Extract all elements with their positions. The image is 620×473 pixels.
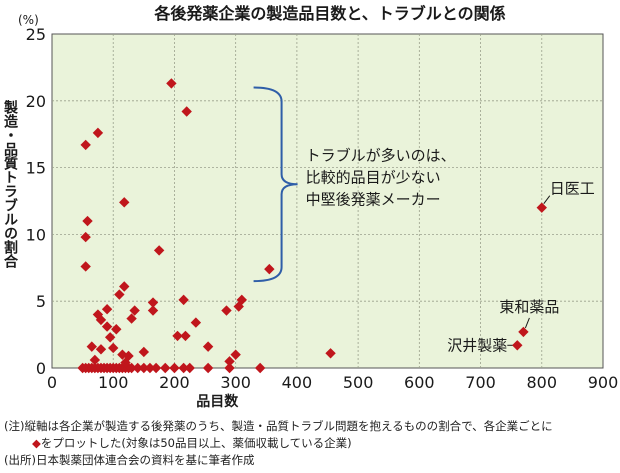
data-point <box>86 341 97 352</box>
plot-area <box>51 33 604 369</box>
data-point <box>202 362 214 374</box>
data-point <box>147 297 159 308</box>
data-point <box>138 346 150 358</box>
data-point <box>89 354 101 366</box>
data-point <box>95 314 107 326</box>
data-point <box>101 304 113 315</box>
point-label: 東和薬品 <box>499 298 559 316</box>
y-tick-label: 15 <box>26 159 46 178</box>
x-tick-label: 300 <box>220 373 251 392</box>
data-point <box>104 332 116 343</box>
x-tick-label: 0 <box>47 373 57 392</box>
data-point <box>119 197 130 208</box>
chart-title: 各後発薬企業の製造品目数と、トラブルとの関係 <box>153 4 505 23</box>
data-point <box>101 321 113 332</box>
scatter-chart: 各後発薬企業の製造品目数と、トラブルとの関係 0 5 10 15 20 25 0 100 20… <box>2 4 618 410</box>
data-point <box>202 341 214 352</box>
leader-line <box>524 317 530 329</box>
y-unit-label: (%) <box>18 13 39 27</box>
y-axis-label: 製造・品質トラブルの割合 <box>2 99 19 269</box>
note-source: (出所)日本製薬団体連合会の資料を基に筆者作成 <box>4 453 255 467</box>
annotation-line: 比較的品目が少ない <box>306 168 441 186</box>
data-point <box>230 349 241 360</box>
y-tick-label: 10 <box>26 225 46 244</box>
chart-notes: (注)縦軸は各企業が製造する後発薬のうち、製造・品質トラブル問題を抱えるものの割… <box>4 418 616 469</box>
y-tick-label: 5 <box>36 292 46 311</box>
note-line-2-text: をプロットした(対象は50品目以上、薬価収載している企業) <box>40 436 352 450</box>
annotation-bracket <box>253 86 298 283</box>
x-tick-label: 800 <box>527 373 558 392</box>
data-point <box>108 342 119 354</box>
data-points <box>77 78 547 374</box>
data-point <box>169 362 180 374</box>
data-point <box>132 362 143 374</box>
diamond-marker-icon: ◆ <box>32 436 41 450</box>
data-point <box>233 301 244 312</box>
data-point <box>190 317 202 328</box>
x-tick-label: 500 <box>343 373 374 392</box>
data-point <box>166 78 177 89</box>
data-point <box>138 362 150 374</box>
data-point <box>144 362 156 374</box>
y-tick-label: 20 <box>26 92 46 111</box>
data-point <box>181 106 192 117</box>
data-point <box>172 330 183 342</box>
data-point <box>160 362 171 374</box>
data-point <box>126 362 137 374</box>
x-tick-label: 600 <box>404 373 435 392</box>
point-label: 日医工 <box>550 180 595 198</box>
y-tick-label: 0 <box>36 359 46 378</box>
x-tick-labels: 0 100 200 300 400 500 600 700 800 900 <box>47 373 618 392</box>
data-point <box>111 324 122 335</box>
data-point <box>147 305 159 316</box>
x-axis-label: 品目数 <box>196 393 239 410</box>
data-point <box>536 202 547 213</box>
x-tick-label: 200 <box>159 373 190 392</box>
data-point <box>82 215 93 227</box>
annotation-line: 中堅後発薬メーカー <box>306 190 441 208</box>
x-tick-label: 100 <box>98 373 129 392</box>
annotation-line: トラブルが多いのは、 <box>306 146 456 164</box>
x-tick-label: 900 <box>588 373 619 392</box>
data-point <box>221 305 232 316</box>
data-point <box>80 231 91 243</box>
x-tick-label: 400 <box>282 373 313 392</box>
x-tick-label: 700 <box>465 373 496 392</box>
data-point <box>178 294 189 306</box>
data-point <box>224 356 235 367</box>
data-point <box>184 362 195 374</box>
point-label: 沢井製薬 <box>447 336 507 354</box>
data-point <box>512 340 523 351</box>
data-point <box>518 326 529 338</box>
data-point <box>80 261 91 272</box>
data-point <box>80 139 91 151</box>
data-point <box>92 127 104 139</box>
data-point <box>92 309 104 320</box>
data-point <box>119 281 130 292</box>
data-point <box>120 357 131 368</box>
leader-line <box>543 195 551 204</box>
y-tick-labels: 0 5 10 15 20 25 <box>26 25 46 378</box>
note-line-2: ◆をプロットした(対象は50品目以上、薬価収載している企業) <box>4 435 616 452</box>
note-line-1: (注)縦軸は各企業が製造する後発薬のうち、製造・品質トラブル問題を抱えるものの割… <box>4 419 553 433</box>
data-point <box>126 313 137 324</box>
data-point <box>114 289 125 300</box>
data-point <box>325 348 336 359</box>
data-point <box>129 305 140 316</box>
data-point <box>150 362 162 374</box>
data-point <box>153 245 165 256</box>
data-point <box>254 362 266 374</box>
data-point <box>95 344 107 355</box>
data-point <box>180 330 191 342</box>
y-tick-label: 25 <box>26 25 46 44</box>
data-point <box>178 362 189 374</box>
data-point <box>264 263 275 275</box>
data-point <box>224 362 235 374</box>
